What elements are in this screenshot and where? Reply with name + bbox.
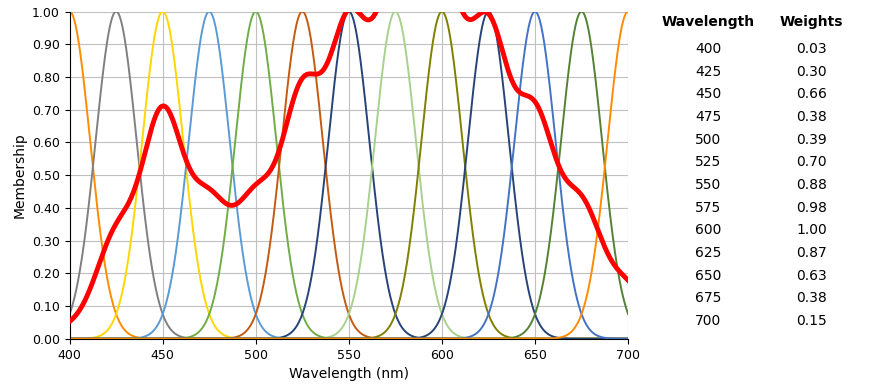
Text: 0.03: 0.03 [795, 42, 826, 56]
Text: 0.38: 0.38 [795, 291, 826, 305]
Text: 0.15: 0.15 [795, 314, 826, 328]
Text: 400: 400 [694, 42, 720, 56]
Text: Wavelength: Wavelength [660, 15, 753, 29]
Text: 0.38: 0.38 [795, 110, 826, 124]
Text: 0.30: 0.30 [795, 65, 826, 79]
Text: 1.00: 1.00 [795, 223, 826, 237]
Text: 0.87: 0.87 [795, 246, 826, 260]
Text: 525: 525 [694, 155, 720, 169]
Text: 700: 700 [694, 314, 720, 328]
Text: 425: 425 [694, 65, 720, 79]
Text: 450: 450 [694, 87, 720, 101]
X-axis label: Wavelength (nm): Wavelength (nm) [289, 367, 408, 381]
Text: 550: 550 [694, 178, 720, 192]
Text: 0.66: 0.66 [795, 87, 826, 101]
Text: 475: 475 [694, 110, 720, 124]
Text: 600: 600 [694, 223, 720, 237]
Y-axis label: Membership: Membership [12, 132, 26, 218]
Text: Weights: Weights [779, 15, 843, 29]
Text: 625: 625 [694, 246, 720, 260]
Text: 0.63: 0.63 [795, 269, 826, 283]
Text: 0.88: 0.88 [795, 178, 826, 192]
Text: 650: 650 [694, 269, 720, 283]
Text: 500: 500 [694, 133, 720, 147]
Text: 0.98: 0.98 [795, 201, 826, 215]
Text: 0.70: 0.70 [795, 155, 826, 169]
Text: 575: 575 [694, 201, 720, 215]
Text: 0.39: 0.39 [795, 133, 826, 147]
Text: 675: 675 [694, 291, 720, 305]
